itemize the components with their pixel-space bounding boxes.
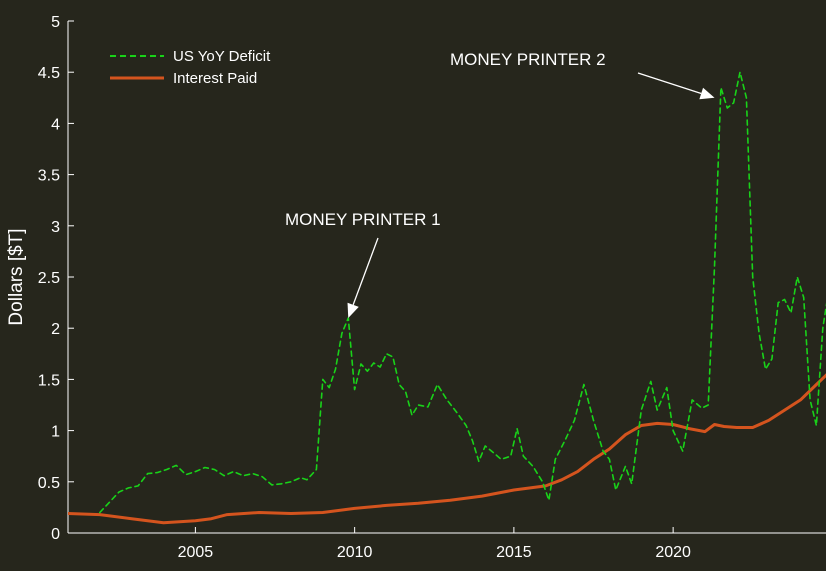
y-tick-label: 4 — [51, 116, 60, 133]
annotation-arrowhead-1 — [347, 302, 359, 318]
axes: 0 0.5 1 1.5 2 2.5 3 3.5 4 4.5 5 2005 2010 2015 2020 — [38, 14, 826, 561]
legend-label-interest: Interest Paid — [173, 70, 257, 87]
annotation-arrow-shaft-1 — [352, 237, 379, 306]
annotation-label-1: MONEY PRINTER 1 — [285, 210, 441, 229]
x-tick-label: 2015 — [496, 544, 532, 561]
x-tick-label: 2020 — [655, 544, 691, 561]
legend: US YoY Deficit Interest Paid — [110, 48, 271, 87]
annotation-arrowhead-2 — [699, 87, 715, 100]
y-tick-label: 0 — [51, 526, 60, 543]
series-layer — [68, 71, 826, 525]
series-line-interest — [68, 373, 826, 525]
y-tick-label: 3 — [51, 219, 60, 236]
y-tick-label: 1.5 — [38, 372, 60, 389]
annotation-label-2: MONEY PRINTER 2 — [450, 50, 606, 69]
annotation-layer: MONEY PRINTER 1 MONEY PRINTER 2 — [285, 50, 715, 318]
legend-label-deficit: US YoY Deficit — [173, 48, 271, 65]
y-tick-label: 4.5 — [38, 65, 60, 82]
y-tick-label: 2 — [51, 321, 60, 338]
y-tick-label: 0.5 — [38, 475, 60, 492]
series-line-deficit — [99, 71, 826, 514]
y-tick-label: 1 — [51, 424, 60, 441]
y-tick-label: 3.5 — [38, 168, 60, 185]
y-axis-label: Dollars [$T] — [6, 228, 27, 325]
x-tick-label: 2005 — [178, 544, 214, 561]
annotation-arrow-shaft-2 — [637, 72, 702, 95]
y-tick-label: 5 — [51, 14, 60, 31]
y-tick-label: 2.5 — [38, 270, 60, 287]
x-tick-label: 2010 — [337, 544, 373, 561]
